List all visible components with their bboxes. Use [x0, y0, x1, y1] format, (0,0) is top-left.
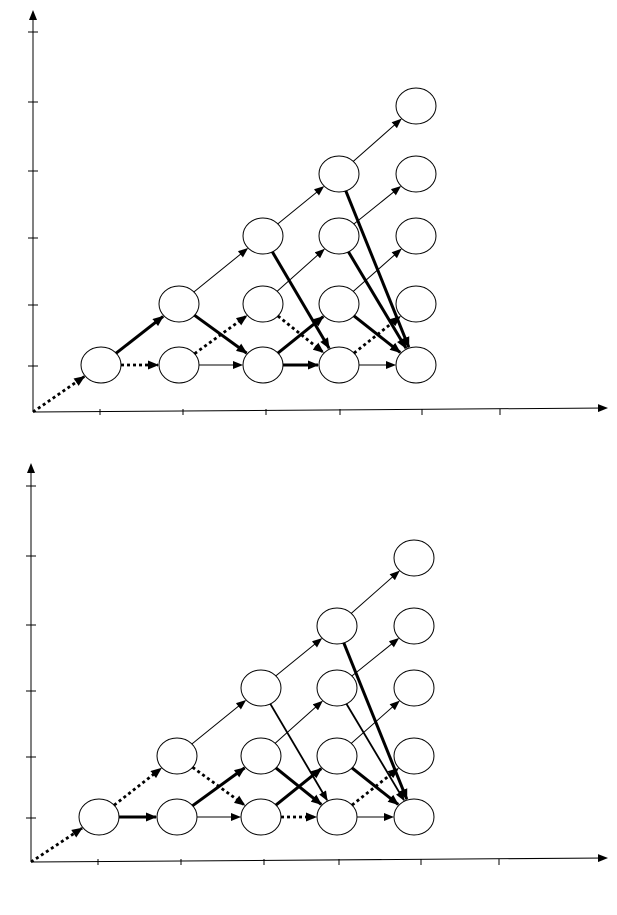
x-axis [32, 404, 608, 413]
edge [350, 570, 400, 614]
edge [344, 190, 411, 349]
node [158, 285, 200, 323]
edge [274, 700, 323, 744]
edge [277, 314, 325, 354]
node [395, 285, 437, 323]
edge [193, 248, 249, 293]
node [316, 798, 358, 836]
edge [347, 251, 408, 350]
node [80, 346, 122, 384]
edge [193, 314, 248, 355]
edge [351, 767, 400, 807]
edge [353, 186, 402, 225]
edge [113, 767, 162, 807]
node [393, 607, 435, 645]
node [318, 217, 360, 255]
node [318, 155, 360, 193]
node [318, 285, 360, 323]
node [318, 346, 360, 384]
edge [342, 642, 409, 801]
node [240, 798, 282, 836]
edge [191, 766, 246, 807]
node [240, 669, 282, 707]
node [393, 798, 435, 836]
node [395, 217, 437, 255]
node [395, 87, 437, 125]
node [395, 346, 437, 384]
node [316, 607, 358, 645]
node [158, 346, 200, 384]
node [393, 669, 435, 707]
node [156, 737, 198, 775]
node [393, 539, 435, 577]
x-axis [30, 854, 608, 863]
edge [271, 251, 331, 350]
node [156, 798, 198, 836]
node [242, 346, 284, 384]
node [240, 737, 282, 775]
edge [191, 700, 247, 745]
edge [276, 248, 325, 292]
edge [30, 827, 83, 864]
node [316, 669, 358, 707]
edge [353, 315, 402, 355]
edge [353, 314, 402, 354]
edge [351, 766, 400, 806]
node [78, 798, 120, 836]
edge [115, 315, 165, 355]
edge [351, 638, 400, 677]
edge [352, 118, 402, 162]
node [316, 737, 358, 775]
edge [275, 638, 323, 677]
edge [277, 186, 325, 225]
edge [269, 703, 328, 802]
node [242, 217, 284, 255]
node [242, 285, 284, 323]
edge [345, 703, 405, 802]
node [393, 737, 435, 775]
edge [274, 766, 323, 806]
edge [32, 375, 86, 414]
node [395, 155, 437, 193]
